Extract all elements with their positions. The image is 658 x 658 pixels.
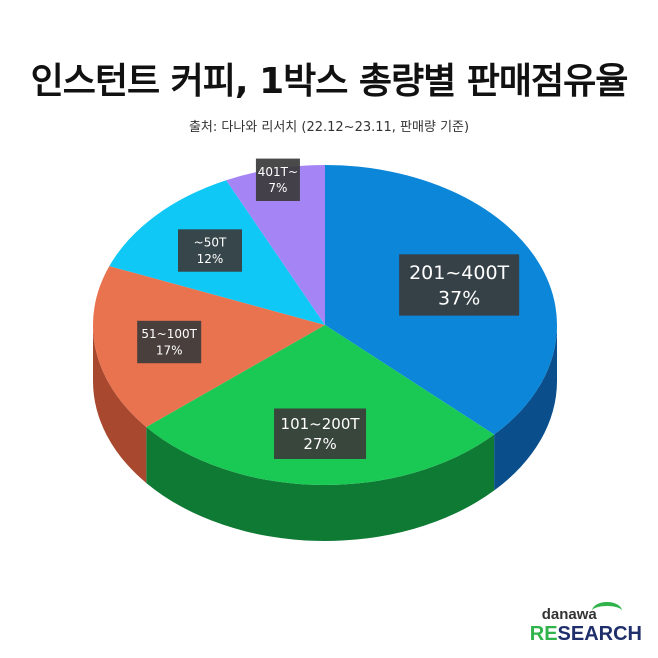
- slice-label-box-0: [399, 254, 520, 316]
- pie-slice-2: [92, 266, 325, 427]
- slice-percent-2: 17%: [156, 343, 183, 357]
- slice-percent-1: 27%: [303, 435, 336, 453]
- pie-side-1: [146, 426, 495, 541]
- slice-label-box-2: [137, 320, 202, 364]
- slice-label-2: 51~100T 17%: [137, 320, 202, 364]
- logo-re-text: RE: [529, 623, 558, 645]
- chart-subtitle: 출처: 다나와 리서치 (22.12~23.11, 판매량 기준): [188, 120, 470, 135]
- logo-danawa-text: danawa: [541, 606, 597, 623]
- slice-label-box-4: [255, 158, 300, 201]
- danawa-research-logo: danawa RESEARCH: [529, 602, 642, 646]
- slice-label-0: 201~400T 37%: [399, 254, 520, 316]
- slice-name-3: ~50T: [194, 236, 227, 250]
- slice-label-3: ~50T 12%: [177, 229, 242, 272]
- slice-name-2: 51~100T: [141, 327, 197, 341]
- slice-label-4: 401T~ 7%: [255, 158, 300, 201]
- slice-percent-4: 7%: [268, 181, 287, 195]
- chart-title: 인스턴트 커피, 1박스 총량별 판매점유율: [30, 61, 629, 102]
- logo-search-text: SEARCH: [557, 623, 642, 645]
- logo-swoosh-icon: [591, 602, 622, 620]
- slice-label-box-3: [177, 229, 242, 272]
- slice-label-box-1: [274, 408, 367, 459]
- slice-percent-3: 12%: [197, 252, 224, 266]
- slice-percent-0: 37%: [438, 287, 480, 309]
- pie-side-0: [494, 325, 557, 491]
- pie-slice-1: [146, 325, 495, 485]
- slice-label-1: 101~200T 27%: [274, 408, 367, 459]
- pie-slice-4: [226, 165, 325, 325]
- pie-side-2: [93, 325, 147, 483]
- slice-name-4: 401T~: [258, 165, 298, 179]
- slice-name-0: 201~400T: [409, 262, 509, 284]
- slice-name-1: 101~200T: [281, 415, 361, 433]
